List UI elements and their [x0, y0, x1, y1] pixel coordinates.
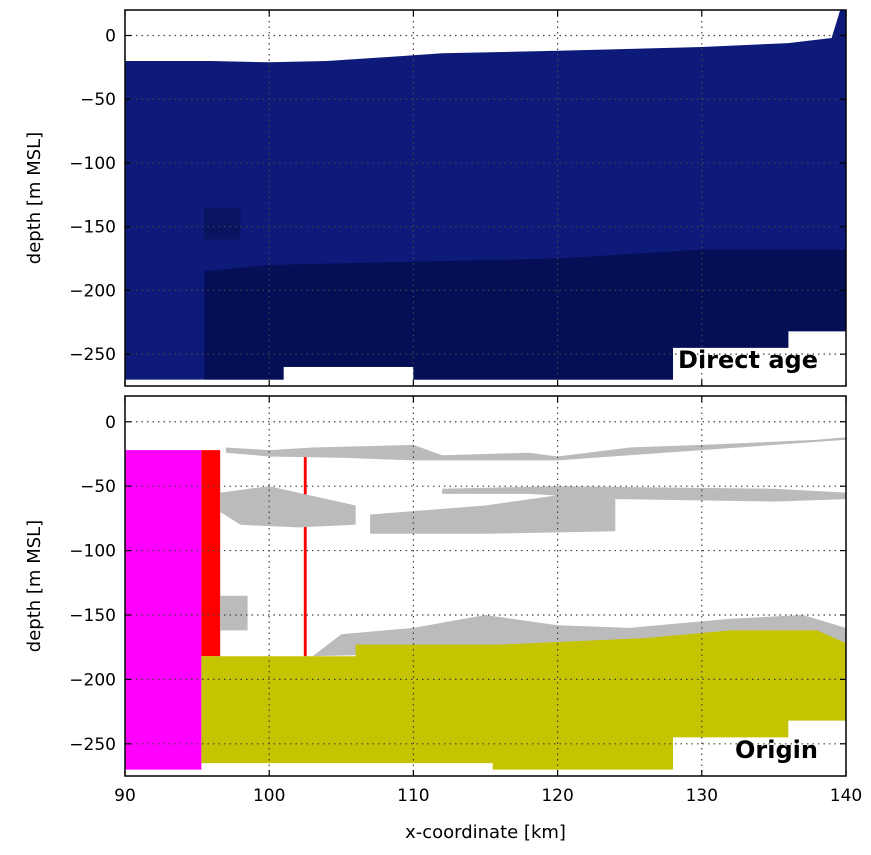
region-red	[201, 450, 221, 657]
x-tick-label: 100	[253, 786, 285, 806]
region-gray_small	[220, 595, 248, 631]
region-gray_band2	[370, 495, 616, 534]
x-tick-label: 110	[397, 786, 429, 806]
y-tick-label: 0	[105, 26, 116, 46]
y-axis-label: depth [m MSL]	[24, 520, 45, 652]
region-magenta	[125, 450, 202, 770]
panel-direct-age: 0 −50 −100 −150 −200 −250 depth [m MSL] Direct …	[24, 9, 847, 387]
region-age_deep	[204, 249, 846, 380]
y-tick-label: −250	[69, 735, 116, 755]
region-red_line	[303, 450, 307, 657]
x-axis-label: x-coordinate [km]	[405, 822, 566, 843]
axes-frame	[124, 9, 847, 387]
region-age_dark_patch	[204, 207, 241, 240]
plot-area	[125, 10, 846, 386]
plot-area	[125, 396, 846, 776]
y-tick-label: −50	[80, 477, 116, 497]
y-tick-label: −100	[69, 154, 116, 174]
axes-frame	[124, 395, 847, 777]
x-tick-label: 140	[830, 786, 862, 806]
panel-annotation: Direct age	[678, 346, 818, 374]
x-tick-label: 90	[114, 786, 136, 806]
y-tick-label: −100	[69, 542, 116, 562]
region-gray_band3	[442, 486, 846, 502]
y-tick-label: −150	[69, 218, 116, 238]
region-gray_top	[225, 437, 846, 461]
region-olive	[201, 630, 846, 770]
panel-annotation: Origin	[735, 736, 818, 764]
y-tick-label: −200	[69, 281, 116, 301]
y-tick-label: −50	[80, 90, 116, 110]
y-tick-label: −250	[69, 345, 116, 365]
y-tick-label: −150	[69, 606, 116, 626]
x-tick-label: 130	[686, 786, 718, 806]
y-axis-label: depth [m MSL]	[24, 132, 45, 264]
y-tick-label: −200	[69, 670, 116, 690]
y-tick-label: 0	[105, 413, 116, 433]
region-gray_band1	[220, 486, 356, 528]
panel-origin: 0 −50 −100 −150 −200 −250 90 100 110 120 130 140 dep…	[24, 395, 862, 843]
x-tick-label: 120	[541, 786, 573, 806]
